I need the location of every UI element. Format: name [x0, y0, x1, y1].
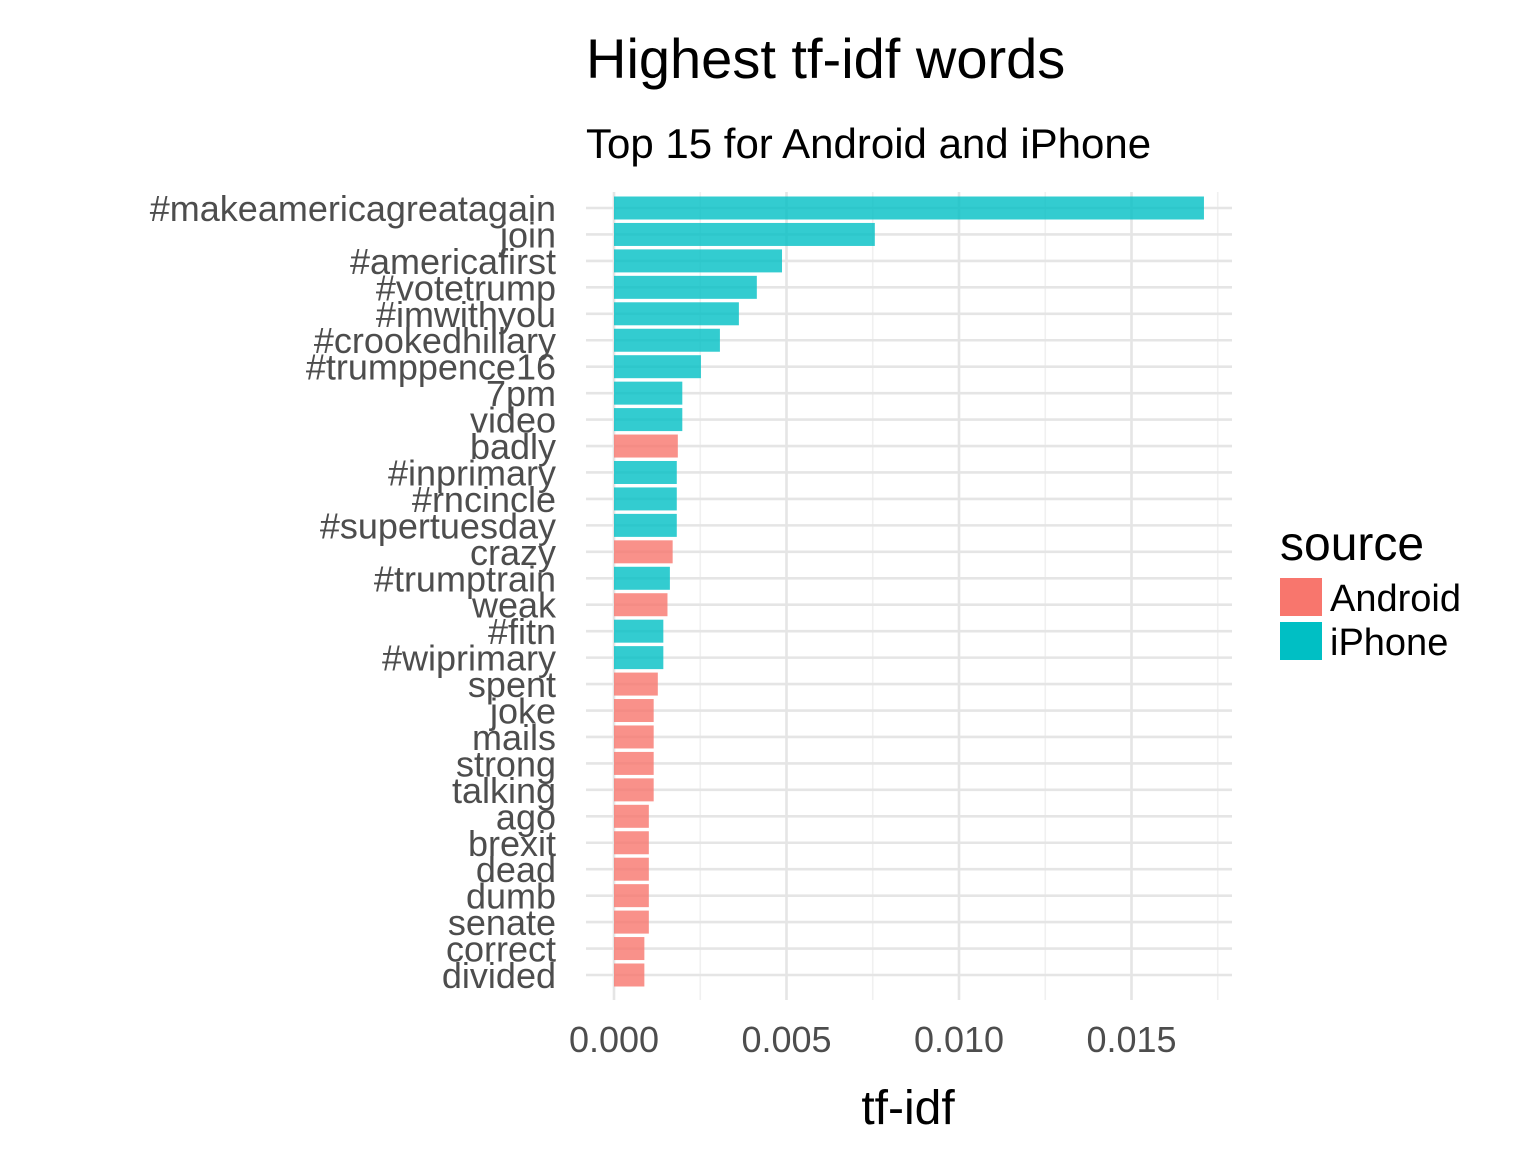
bar-divided-android [614, 963, 645, 987]
y-tick-label: mails [472, 717, 556, 758]
bar-badly-android [614, 434, 678, 458]
y-tick-label: ago [496, 796, 556, 837]
bar-strong-android [614, 751, 654, 775]
y-tick-label: #americafirst [350, 241, 556, 282]
x-axis-title: tf-idf [861, 1082, 955, 1135]
bar-crazy-android [614, 540, 673, 564]
bar-rncincle-iphone [614, 487, 677, 511]
y-tick-label: #crookedhillary [314, 320, 556, 361]
bar-makeamericagreatagain-iphone [614, 196, 1204, 220]
y-tick-label: dead [476, 849, 556, 890]
legend-swatch-iphone [1280, 622, 1322, 660]
y-tick-label: video [470, 400, 556, 441]
y-tick-label: #wiprimary [382, 638, 556, 679]
bar-brexit-android [614, 831, 649, 855]
y-tick-label: talking [452, 770, 556, 811]
bar-trumptrain-iphone [614, 566, 670, 590]
bar-dumb-android [614, 884, 649, 908]
x-tick-label: 0.005 [741, 1019, 831, 1060]
y-tick-label: #rncincle [412, 479, 556, 520]
bar-joke-android [614, 699, 654, 723]
bar-join-iphone [614, 222, 875, 246]
y-tick-label: brexit [468, 823, 556, 864]
bar-trumppence16-iphone [614, 355, 701, 379]
x-tick-label: 0.000 [569, 1019, 659, 1060]
y-tick-label: #inprimary [388, 452, 556, 493]
y-tick-label: crazy [470, 532, 556, 573]
y-tick-label: join [499, 214, 556, 255]
bar-inprimary-iphone [614, 460, 677, 484]
y-tick-label: #votetrump [376, 267, 556, 308]
bar-imwithyou-iphone [614, 302, 739, 326]
y-tick-label: divided [442, 955, 556, 996]
bar-correct-android [614, 937, 645, 961]
bar-votetrump-iphone [614, 275, 757, 299]
legend-label-iphone: iPhone [1330, 622, 1448, 664]
x-tick-label: 0.015 [1086, 1019, 1176, 1060]
bar-weak-android [614, 593, 668, 617]
chart-title: Highest tf-idf words [586, 27, 1065, 90]
legend: source Android iPhone [1280, 518, 1461, 664]
legend-label-android: Android [1330, 578, 1461, 620]
y-tick-label: strong [456, 743, 556, 784]
bar-fitn-iphone [614, 619, 664, 643]
bar-7pm-iphone [614, 381, 683, 405]
y-tick-label: #supertuesday [320, 505, 556, 546]
bar-ago-android [614, 804, 649, 828]
y-tick-label: senate [448, 902, 556, 943]
y-tick-label: 7pm [486, 373, 556, 414]
bar-senate-android [614, 910, 649, 934]
bar-crookedhillary-iphone [614, 328, 720, 352]
x-tick-label: 0.010 [914, 1019, 1004, 1060]
bar-americafirst-iphone [614, 249, 783, 273]
y-tick-label: correct [446, 929, 556, 970]
y-tick-label: #fitn [488, 611, 556, 652]
bar-layer [614, 196, 1204, 987]
x-tick-labels: 0.000 0.005 0.010 0.015 [569, 1019, 1177, 1060]
y-tick-label: #trumptrain [374, 558, 556, 599]
y-tick-label: badly [470, 426, 556, 467]
y-tick-label: #trumppence16 [306, 347, 556, 388]
bar-spent-android [614, 672, 658, 696]
bar-video-iphone [614, 408, 683, 432]
y-tick-label: spent [468, 664, 556, 705]
legend-title: source [1280, 518, 1424, 571]
bar-supertuesday-iphone [614, 513, 677, 537]
y-tick-labels: #makeamericagreatagainjoin#americafirst#… [150, 188, 557, 996]
chart-subtitle: Top 15 for Android and iPhone [586, 120, 1151, 167]
bar-mails-android [614, 725, 654, 749]
y-tick-label: dumb [466, 876, 556, 917]
bar-talking-android [614, 778, 654, 802]
y-tick-label: #makeamericagreatagain [150, 188, 556, 229]
y-tick-label: weak [471, 585, 557, 626]
bar-wiprimary-iphone [614, 646, 664, 670]
bar-dead-android [614, 857, 649, 881]
y-tick-label: #imwithyou [376, 294, 556, 335]
y-tick-label: joke [489, 691, 556, 732]
legend-swatch-android [1280, 578, 1322, 616]
